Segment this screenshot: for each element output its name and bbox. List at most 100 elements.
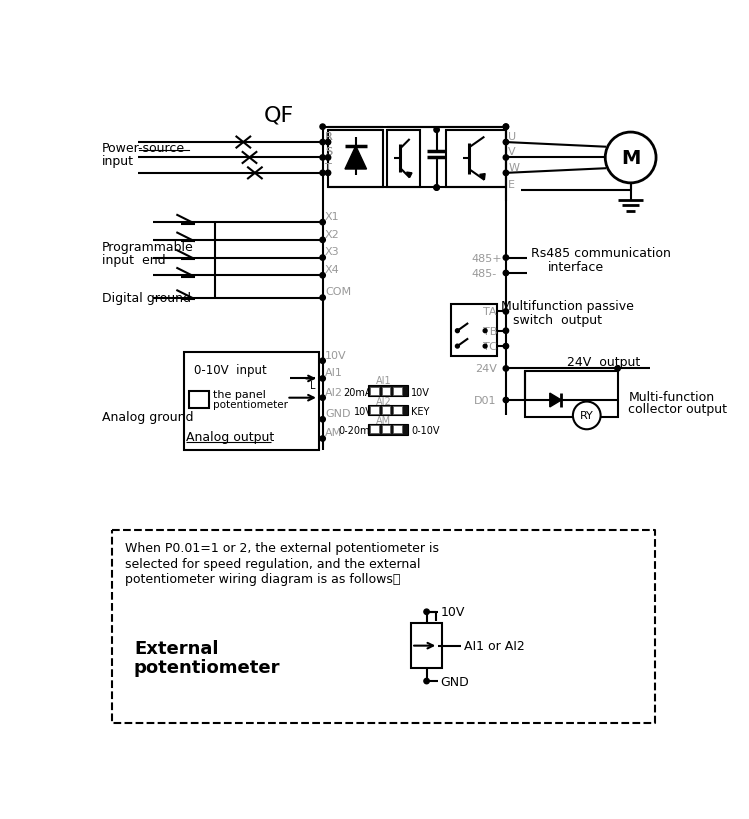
Text: 10V: 10V bbox=[354, 406, 373, 416]
Circle shape bbox=[320, 220, 325, 225]
Polygon shape bbox=[550, 394, 561, 407]
Circle shape bbox=[503, 124, 509, 130]
Text: collector output: collector output bbox=[628, 402, 727, 415]
Circle shape bbox=[320, 124, 325, 130]
Circle shape bbox=[320, 140, 325, 146]
Text: E: E bbox=[509, 179, 515, 189]
Bar bbox=[371, 387, 379, 395]
Text: T: T bbox=[325, 162, 332, 173]
Circle shape bbox=[503, 140, 509, 146]
Text: AI1: AI1 bbox=[325, 368, 343, 378]
Circle shape bbox=[483, 345, 487, 349]
Text: QF: QF bbox=[264, 105, 294, 125]
Text: AI1 or AI2: AI1 or AI2 bbox=[464, 640, 524, 653]
Circle shape bbox=[424, 609, 429, 615]
Circle shape bbox=[455, 345, 459, 349]
Text: Power-source: Power-source bbox=[102, 142, 185, 155]
Text: X1: X1 bbox=[325, 212, 339, 222]
Text: S: S bbox=[325, 147, 332, 157]
Bar bbox=[328, 130, 383, 188]
Text: KEY: KEY bbox=[411, 406, 430, 416]
Bar bbox=[382, 387, 390, 395]
Bar bbox=[387, 130, 419, 188]
Circle shape bbox=[320, 396, 325, 401]
Circle shape bbox=[503, 271, 509, 276]
Text: 0-10V: 0-10V bbox=[411, 426, 440, 436]
Text: 20mA: 20mA bbox=[344, 387, 372, 397]
Circle shape bbox=[503, 398, 509, 403]
Text: switch  output: switch output bbox=[513, 314, 602, 326]
Text: COM: COM bbox=[325, 287, 351, 297]
Bar bbox=[189, 391, 209, 408]
Circle shape bbox=[503, 344, 509, 350]
Bar bbox=[446, 130, 506, 188]
Text: When P0.01=1 or 2, the external potentiometer is: When P0.01=1 or 2, the external potentio… bbox=[125, 541, 439, 554]
Text: TC: TC bbox=[483, 342, 497, 351]
Polygon shape bbox=[479, 174, 485, 180]
Circle shape bbox=[325, 156, 331, 161]
Text: R: R bbox=[325, 132, 333, 142]
Polygon shape bbox=[345, 147, 366, 170]
Bar bbox=[393, 387, 402, 395]
Circle shape bbox=[320, 256, 325, 261]
Text: Digital ground: Digital ground bbox=[102, 292, 191, 305]
Text: Multifunction passive: Multifunction passive bbox=[501, 300, 634, 312]
Text: selected for speed regulation, and the external: selected for speed regulation, and the e… bbox=[125, 557, 420, 570]
Text: the panel: the panel bbox=[213, 389, 265, 400]
Bar bbox=[368, 405, 408, 416]
Circle shape bbox=[320, 274, 325, 278]
Bar bbox=[184, 352, 319, 450]
Text: Programmable: Programmable bbox=[102, 240, 193, 253]
Circle shape bbox=[434, 186, 440, 191]
Circle shape bbox=[605, 133, 656, 183]
Text: 10V: 10V bbox=[325, 351, 347, 360]
Circle shape bbox=[320, 437, 325, 441]
Circle shape bbox=[320, 376, 325, 382]
Circle shape bbox=[503, 156, 509, 161]
Text: X4: X4 bbox=[325, 265, 340, 274]
Circle shape bbox=[573, 402, 601, 430]
Text: T: T bbox=[325, 162, 332, 173]
Text: AI1: AI1 bbox=[376, 376, 392, 386]
Circle shape bbox=[503, 366, 509, 372]
Text: X2: X2 bbox=[325, 229, 340, 239]
Circle shape bbox=[503, 171, 509, 176]
Circle shape bbox=[325, 171, 331, 176]
Bar bbox=[368, 424, 408, 435]
Circle shape bbox=[483, 329, 487, 333]
Text: potentiometer: potentiometer bbox=[134, 658, 280, 676]
Text: RY: RY bbox=[580, 411, 594, 421]
Text: input  end: input end bbox=[102, 253, 166, 266]
Text: 10V: 10V bbox=[411, 387, 430, 397]
Text: D01: D01 bbox=[473, 396, 496, 405]
Bar bbox=[393, 407, 402, 414]
Text: AM: AM bbox=[376, 415, 391, 426]
Circle shape bbox=[455, 329, 459, 333]
Text: 485-: 485- bbox=[471, 269, 497, 278]
Text: potentiometer: potentiometer bbox=[213, 400, 288, 410]
Text: L: L bbox=[309, 381, 315, 391]
Bar bbox=[371, 407, 379, 414]
Circle shape bbox=[424, 678, 429, 684]
Text: 10V: 10V bbox=[440, 605, 465, 618]
Text: 24V  output: 24V output bbox=[567, 355, 640, 369]
Bar bbox=[371, 426, 379, 433]
Text: input: input bbox=[102, 155, 133, 168]
Circle shape bbox=[503, 256, 509, 261]
Text: TA: TA bbox=[483, 307, 497, 317]
Text: W: W bbox=[509, 162, 519, 173]
Text: M: M bbox=[621, 149, 640, 168]
Text: External: External bbox=[134, 639, 219, 657]
Polygon shape bbox=[407, 173, 412, 179]
Circle shape bbox=[320, 171, 325, 176]
Bar bbox=[393, 426, 402, 433]
Circle shape bbox=[320, 156, 325, 161]
Text: interface: interface bbox=[548, 261, 604, 274]
Bar bbox=[382, 407, 390, 414]
Text: U: U bbox=[509, 132, 516, 142]
Text: TB: TB bbox=[483, 326, 497, 337]
Text: 0-10V  input: 0-10V input bbox=[194, 364, 267, 376]
Text: 485+: 485+ bbox=[471, 253, 502, 263]
Bar bbox=[382, 426, 390, 433]
Text: 0-20mA: 0-20mA bbox=[339, 426, 377, 436]
